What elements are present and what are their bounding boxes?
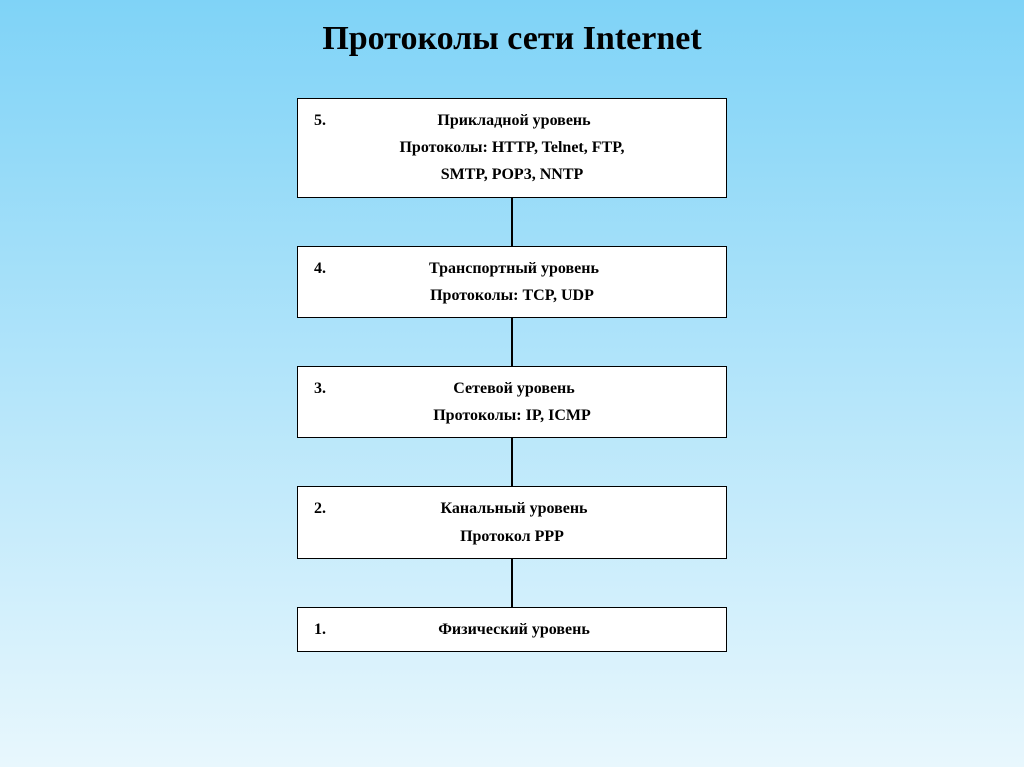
- layer-name: Сетевой уровень: [334, 375, 694, 402]
- layer-header-row: 3.Сетевой уровень: [310, 375, 714, 402]
- layer-protocols: Протокол PPP: [310, 523, 714, 550]
- layer-name: Транспортный уровень: [334, 255, 694, 282]
- layer-header-row: 4.Транспортный уровень: [310, 255, 714, 282]
- layer-protocols-cont: SMTP, POP3, NNTP: [310, 161, 714, 188]
- layer-header-row: 5.Прикладной уровень: [310, 107, 714, 134]
- layer-number: 5.: [314, 107, 334, 134]
- connector-line: [511, 438, 513, 486]
- layer-name: Физический уровень: [334, 616, 694, 643]
- connector-line: [511, 318, 513, 366]
- layer-name: Прикладной уровень: [334, 107, 694, 134]
- layer-protocols: Протоколы: TCP, UDP: [310, 282, 714, 309]
- layer-box: 5.Прикладной уровеньПротоколы: HTTP, Tel…: [297, 98, 727, 198]
- slide: Протоколы сети Internet 5.Прикладной уро…: [0, 0, 1024, 767]
- protocol-stack: 5.Прикладной уровеньПротоколы: HTTP, Tel…: [0, 98, 1024, 652]
- connector-line: [511, 198, 513, 246]
- layer-number: 1.: [314, 616, 334, 643]
- layer-box: 1.Физический уровень: [297, 607, 727, 652]
- layer-box: 2.Канальный уровеньПротокол PPP: [297, 486, 727, 558]
- layer-number: 4.: [314, 255, 334, 282]
- page-title: Протоколы сети Internet: [0, 20, 1024, 58]
- layer-header-row: 2.Канальный уровень: [310, 495, 714, 522]
- layer-number: 3.: [314, 375, 334, 402]
- layer-protocols: Протоколы: IP, ICMP: [310, 402, 714, 429]
- layer-protocols: Протоколы: HTTP, Telnet, FTP,: [310, 134, 714, 161]
- layer-header-row: 1.Физический уровень: [310, 616, 714, 643]
- layer-box: 3.Сетевой уровеньПротоколы: IP, ICMP: [297, 366, 727, 438]
- layer-name: Канальный уровень: [334, 495, 694, 522]
- connector-line: [511, 559, 513, 607]
- layer-box: 4.Транспортный уровеньПротоколы: TCP, UD…: [297, 246, 727, 318]
- layer-number: 2.: [314, 495, 334, 522]
